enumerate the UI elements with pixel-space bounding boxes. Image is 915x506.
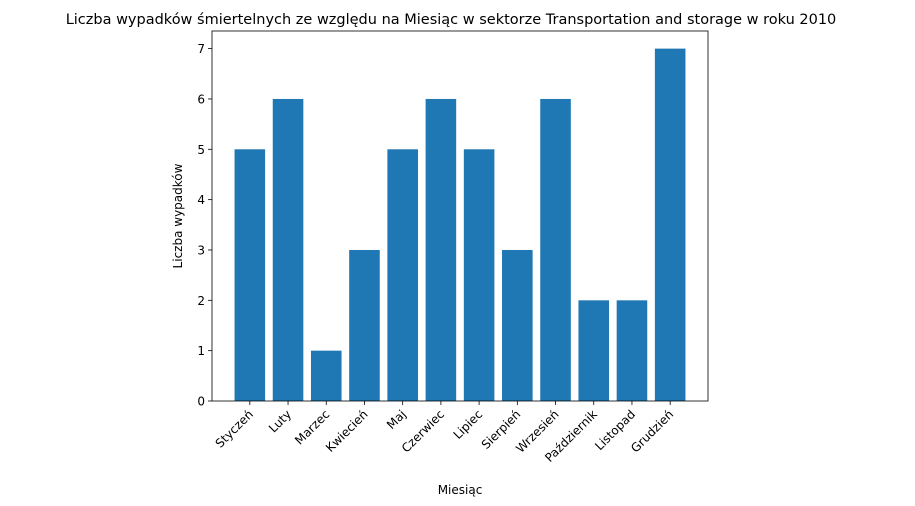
- x-tick-label: Kwiecień: [323, 407, 371, 455]
- bar-1: [272, 98, 304, 402]
- bar-10: [616, 300, 648, 401]
- x-tick-label: Lipiec: [451, 407, 486, 442]
- y-tick-label: 1: [197, 344, 205, 358]
- x-tick-label: Luty: [266, 407, 294, 435]
- bar-2: [310, 350, 342, 401]
- bar-9: [578, 300, 610, 401]
- y-tick-label: 3: [197, 243, 205, 257]
- x-axis-label: Miesiąc: [438, 483, 483, 497]
- bar-5: [425, 98, 457, 402]
- bar-11: [654, 48, 686, 401]
- y-tick-label: 7: [197, 42, 205, 56]
- bar-7: [502, 249, 533, 401]
- bar-0: [234, 149, 266, 401]
- x-tick-label: Styczeń: [213, 407, 256, 450]
- y-tick-label: 2: [197, 294, 205, 308]
- bar-4: [387, 149, 418, 401]
- y-axis-label: Liczba wypadków: [171, 163, 185, 268]
- y-tick-label: 5: [197, 143, 205, 157]
- bar-3: [349, 249, 380, 401]
- y-tick-label: 4: [197, 193, 205, 207]
- bar-8: [540, 98, 571, 402]
- x-tick-label: Maj: [384, 407, 409, 432]
- y-tick-label: 6: [197, 92, 205, 106]
- chart-title: Liczba wypadków śmiertelnych ze względu …: [66, 12, 837, 28]
- y-axis-ticks: 0 1 2 3 4 5 6 7: [197, 42, 212, 409]
- y-tick-label: 0: [197, 395, 205, 409]
- bars-group: [234, 48, 686, 402]
- bar-6: [463, 149, 495, 401]
- plot-frame: [211, 30, 709, 402]
